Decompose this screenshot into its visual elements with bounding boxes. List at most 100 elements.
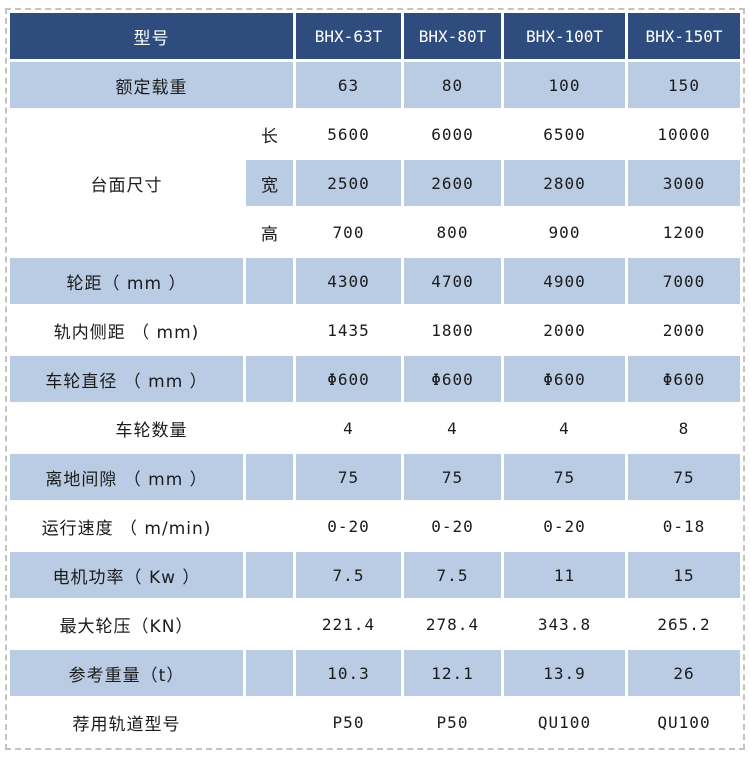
cell-value: 4300: [296, 258, 401, 304]
cell-value: 221.4: [296, 601, 401, 647]
table-header-row: 型号 BHX-63T BHX-80T BHX-100T BHX-150T: [10, 13, 740, 59]
cell-value: 63: [296, 62, 401, 108]
cell-value: 6000: [404, 111, 501, 157]
spacer-cell: [246, 552, 293, 598]
cell-value: 100: [504, 62, 625, 108]
cell-value: 7.5: [404, 552, 501, 598]
spacer-cell: [246, 503, 293, 549]
cell-value: 7000: [628, 258, 740, 304]
row-running-speed: 运行速度 （ m/min) 0-20 0-20 0-20 0-18: [10, 503, 740, 549]
cell-value: 1435: [296, 307, 401, 353]
row-reference-weight: 参考重量（t） 10.3 12.1 13.9 26: [10, 650, 740, 696]
row-label: 最大轮压（KN）: [10, 601, 243, 647]
row-motor-power: 电机功率（ Kw ） 7.5 7.5 11 15: [10, 552, 740, 598]
spacer-cell: [246, 699, 293, 745]
cell-value: 4700: [404, 258, 501, 304]
header-model-label: 型号: [10, 13, 293, 59]
cell-value: 0-18: [628, 503, 740, 549]
cell-value: 4: [404, 405, 501, 451]
cell-value: 4900: [504, 258, 625, 304]
cell-value: 700: [296, 209, 401, 255]
cell-value: 900: [504, 209, 625, 255]
cell-value: 11: [504, 552, 625, 598]
cell-value: 2500: [296, 160, 401, 206]
cell-value: 75: [296, 454, 401, 500]
cell-value: 278.4: [404, 601, 501, 647]
cell-value: 80: [404, 62, 501, 108]
sub-label-height: 高: [246, 209, 293, 255]
row-label: 轨内侧距 （ mm): [10, 307, 243, 353]
cell-value: 4: [504, 405, 625, 451]
row-wheel-diameter: 车轮直径 （ mm ） Φ600 Φ600 Φ600 Φ600: [10, 356, 740, 402]
spacer-cell: [246, 650, 293, 696]
group-label-platform-size: 台面尺寸: [10, 111, 243, 255]
row-max-wheel-pressure: 最大轮压（KN） 221.4 278.4 343.8 265.2: [10, 601, 740, 647]
cell-value: 2800: [504, 160, 625, 206]
header-col-bhx100t: BHX-100T: [504, 13, 625, 59]
cell-value: QU100: [504, 699, 625, 745]
cell-value: 75: [628, 454, 740, 500]
cell-value: P50: [404, 699, 501, 745]
cell-value: 4: [296, 405, 401, 451]
spacer-cell: [246, 454, 293, 500]
row-platform-width: 宽 2500 2600 2800 3000: [10, 160, 740, 206]
header-col-bhx80t: BHX-80T: [404, 13, 501, 59]
cell-value: 2000: [628, 307, 740, 353]
cell-value: 0-20: [404, 503, 501, 549]
cell-value: 15: [628, 552, 740, 598]
cell-value: 75: [504, 454, 625, 500]
cell-value: QU100: [628, 699, 740, 745]
product-spec-table: 型号 BHX-63T BHX-80T BHX-100T BHX-150T 额定载…: [7, 10, 743, 748]
cell-value: 10.3: [296, 650, 401, 696]
cell-value: 150: [628, 62, 740, 108]
cell-value: 2000: [504, 307, 625, 353]
row-label: 车轮数量: [10, 405, 293, 451]
spacer-cell: [246, 601, 293, 647]
spacer-cell: [246, 258, 293, 304]
row-label: 轮距（ mm ）: [10, 258, 243, 304]
cell-value: Φ600: [404, 356, 501, 402]
cell-value: 8: [628, 405, 740, 451]
row-label: 离地间隙 （ mm ）: [10, 454, 243, 500]
cell-value: 1200: [628, 209, 740, 255]
row-label: 运行速度 （ m/min): [10, 503, 243, 549]
cell-value: Φ600: [296, 356, 401, 402]
row-label: 额定载重: [10, 62, 293, 108]
cell-value: 6500: [504, 111, 625, 157]
cell-value: Φ600: [504, 356, 625, 402]
row-recommended-rail: 荐用轨道型号 P50 P50 QU100 QU100: [10, 699, 740, 745]
cell-value: 343.8: [504, 601, 625, 647]
row-label: 荐用轨道型号: [10, 699, 243, 745]
header-col-bhx63t: BHX-63T: [296, 13, 401, 59]
row-label: 参考重量（t）: [10, 650, 243, 696]
cell-value: 800: [404, 209, 501, 255]
cell-value: 12.1: [404, 650, 501, 696]
row-inner-rail-gauge: 轨内侧距 （ mm) 1435 1800 2000 2000: [10, 307, 740, 353]
cell-value: 0-20: [296, 503, 401, 549]
cell-value: 13.9: [504, 650, 625, 696]
header-col-bhx150t: BHX-150T: [628, 13, 740, 59]
row-ground-clearance: 离地间隙 （ mm ） 75 75 75 75: [10, 454, 740, 500]
row-label: 电机功率（ Kw ）: [10, 552, 243, 598]
spec-table-frame: 型号 BHX-63T BHX-80T BHX-100T BHX-150T 额定载…: [5, 8, 745, 750]
spacer-cell: [246, 307, 293, 353]
sub-label-width: 宽: [246, 160, 293, 206]
cell-value: 1800: [404, 307, 501, 353]
cell-value: 10000: [628, 111, 740, 157]
cell-value: 2600: [404, 160, 501, 206]
cell-value: Φ600: [628, 356, 740, 402]
spacer-cell: [246, 356, 293, 402]
row-platform-height: 高 700 800 900 1200: [10, 209, 740, 255]
cell-value: 5600: [296, 111, 401, 157]
cell-value: 265.2: [628, 601, 740, 647]
cell-value: 75: [404, 454, 501, 500]
sub-label-length: 长: [246, 111, 293, 157]
cell-value: 3000: [628, 160, 740, 206]
cell-value: P50: [296, 699, 401, 745]
row-wheel-count: 车轮数量 4 4 4 8: [10, 405, 740, 451]
cell-value: 7.5: [296, 552, 401, 598]
cell-value: 26: [628, 650, 740, 696]
cell-value: 0-20: [504, 503, 625, 549]
row-wheelbase: 轮距（ mm ） 4300 4700 4900 7000: [10, 258, 740, 304]
row-rated-load: 额定载重 63 80 100 150: [10, 62, 740, 108]
